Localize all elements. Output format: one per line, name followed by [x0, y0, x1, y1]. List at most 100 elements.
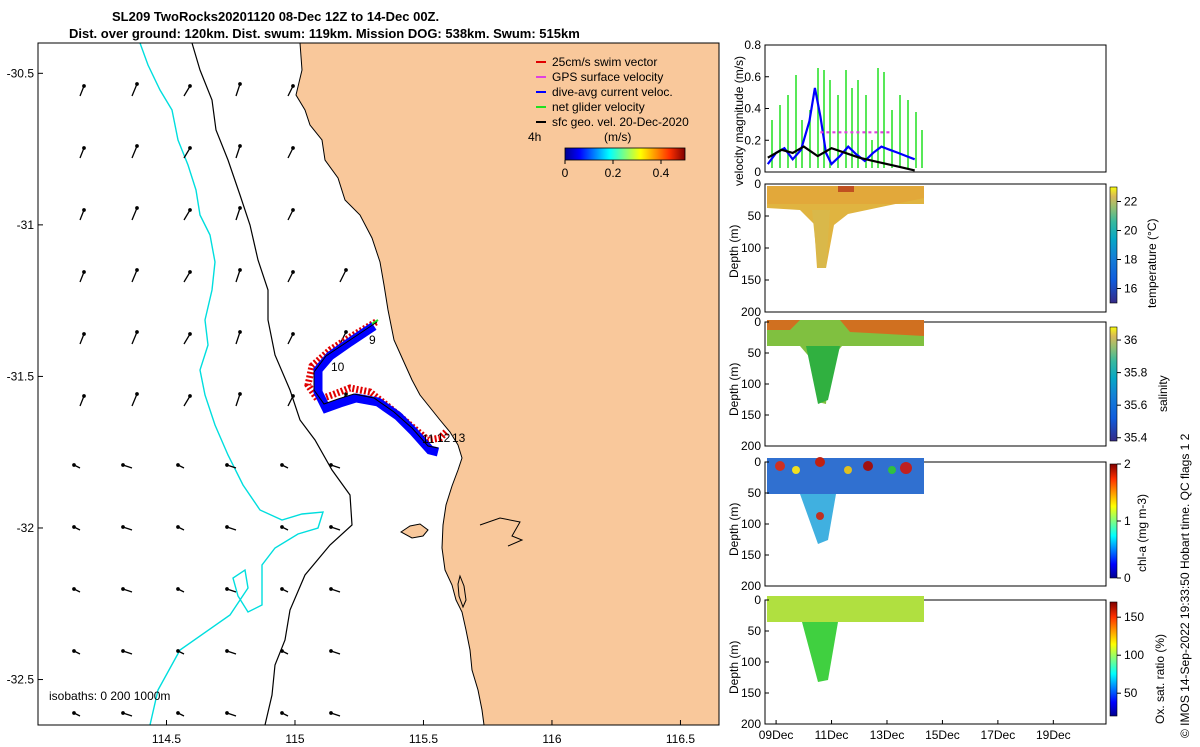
vector-arrow-head: [238, 392, 242, 396]
salinity-y-axis: 0 50 100 150 200: [741, 315, 769, 453]
velocity-panel: 0 0.2 0.4 0.6 0.8 velocity magnitude (m/s): [732, 38, 1107, 186]
vector-arrow-head: [238, 144, 242, 148]
legend-current: dive-avg current veloc.: [552, 85, 673, 99]
vector-arrow: [183, 333, 191, 345]
vector-arrow-head: [121, 463, 125, 467]
oxygen-y-axis: 0 50 100 150 200: [741, 593, 769, 731]
vector-arrow-head: [238, 330, 242, 334]
colorbar-tick-label: 35.4: [1124, 431, 1148, 445]
vector-arrow-head: [176, 649, 180, 653]
depth-tick-label: 200: [741, 439, 761, 453]
map-y-tick-label: -30.5: [7, 66, 35, 80]
colorbar-tick-label: 18: [1124, 253, 1138, 267]
salinity-plume: [806, 346, 840, 404]
vector-arrow-head: [135, 206, 139, 210]
vector-arrow: [131, 207, 138, 221]
vector-arrow-head: [329, 525, 333, 529]
temperature-colorbar: [1109, 186, 1118, 304]
track-label-11: 11: [422, 432, 435, 446]
vector-arrow-head: [135, 144, 139, 148]
oxygen-panel: 0 50 100 150 200 Depth (m) 50 100 150 Ox. sat.…: [727, 593, 1167, 742]
vector-arrow-head: [72, 463, 76, 467]
speed-colorbar-tick-label: 0: [562, 166, 569, 180]
map-frame: [37, 42, 720, 726]
velocity-frame: [764, 44, 1107, 173]
vector-arrow-head: [82, 84, 86, 88]
vector-arrow-head: [291, 394, 295, 398]
vector-arrow-head: [188, 208, 192, 212]
vector-arrow-head: [176, 525, 180, 529]
chla-patch: [888, 466, 896, 474]
chla-colorbar: [1109, 463, 1118, 579]
temperature-warm-patch: [838, 186, 854, 192]
oxygen-surface-layer: [767, 596, 924, 622]
vector-arrow-head: [344, 268, 348, 272]
vector-arrow-head: [225, 711, 229, 715]
time-tick-label: 19Dec: [1036, 728, 1071, 742]
oxygen-plume: [802, 622, 838, 682]
chla-patches: [775, 457, 912, 520]
chla-surface-layer: [767, 458, 924, 494]
vector-arrow: [287, 271, 294, 283]
vector-arrow-head: [135, 392, 139, 396]
time-tick-label: 11Dec: [815, 728, 849, 742]
vector-arrow: [183, 85, 191, 97]
vector-arrow-head: [121, 587, 125, 591]
vector-arrow-head: [72, 711, 76, 715]
colorbar-tick-label: 50: [1124, 686, 1138, 700]
vector-field: [72, 82, 348, 717]
colorbar-tick-label: 2: [1124, 457, 1131, 471]
map-x-tick-label: 116.5: [666, 732, 695, 746]
vector-arrow-head: [238, 82, 242, 86]
velocity-y-axis: 0 0.2 0.4 0.6 0.8: [744, 38, 769, 179]
colorbar-tick-label: 22: [1124, 195, 1138, 209]
vector-arrow-head: [82, 146, 86, 150]
salinity-colorbar-ticks: 35.4 35.6 35.8 36: [1117, 333, 1148, 445]
temperature-panel: 0 50 100 150 200 Depth (m) 16 18 20 22 temperat…: [727, 177, 1159, 319]
vector-arrow-head: [280, 587, 284, 591]
velocity-series-1: [767, 145, 915, 172]
temperature-colorbar-label: temperature (°C): [1145, 219, 1159, 309]
vector-arrow: [235, 269, 241, 283]
depth-tick-label: 50: [748, 486, 762, 500]
map-panel: 9 10 11 12 13 114.5 115 115.5 116 116.5 -30.…: [7, 42, 720, 746]
vector-arrow: [235, 207, 241, 221]
chla-colorbar-label: chl-a (mg m-3): [1135, 494, 1149, 572]
chla-patch: [900, 462, 912, 474]
vector-arrow-head: [225, 525, 229, 529]
vector-arrow: [183, 395, 191, 407]
velocity-series-0: [766, 87, 916, 166]
colorbar-tick-label: 16: [1124, 282, 1138, 296]
depth-tick-label: 150: [741, 408, 761, 422]
chla-colorbar-ticks: 0 1 2: [1117, 457, 1131, 585]
vector-arrow-head: [291, 208, 295, 212]
time-tick-label: 09Dec: [759, 728, 794, 742]
vector-arrow: [131, 269, 138, 283]
vector-arrow: [183, 209, 191, 221]
vector-arrow-head: [291, 332, 295, 336]
vector-arrow-head: [72, 649, 76, 653]
vector-arrow-head: [121, 525, 125, 529]
salinity-colorbar: [1109, 326, 1118, 442]
time-tick-label: 17Dec: [981, 728, 1016, 742]
vector-arrow-head: [82, 270, 86, 274]
vector-arrow-head: [225, 587, 229, 591]
map-land: [295, 43, 719, 725]
velocity-y-tick-label: 0.2: [744, 133, 761, 147]
depth-tick-label: 50: [748, 209, 762, 223]
temperature-y-axis: 0 50 100 150 200: [741, 177, 769, 319]
chla-ylabel: Depth (m): [727, 503, 741, 556]
vector-arrow-head: [135, 330, 139, 334]
colorbar-tick-label: 20: [1124, 224, 1138, 238]
vector-arrow-head: [280, 463, 284, 467]
vector-arrow: [131, 331, 138, 345]
depth-tick-label: 150: [741, 273, 761, 287]
vector-arrow-head: [329, 649, 333, 653]
title-line-2: Dist. over ground: 120km. Dist. swum: 11…: [69, 26, 580, 41]
depth-tick-label: 150: [741, 548, 761, 562]
vector-arrow: [183, 271, 191, 283]
colorbar-tick-label: 36: [1124, 333, 1138, 347]
garden-island: [457, 574, 467, 609]
oxygen-colorbar: [1109, 601, 1118, 717]
speed-colorbar: [564, 147, 686, 161]
